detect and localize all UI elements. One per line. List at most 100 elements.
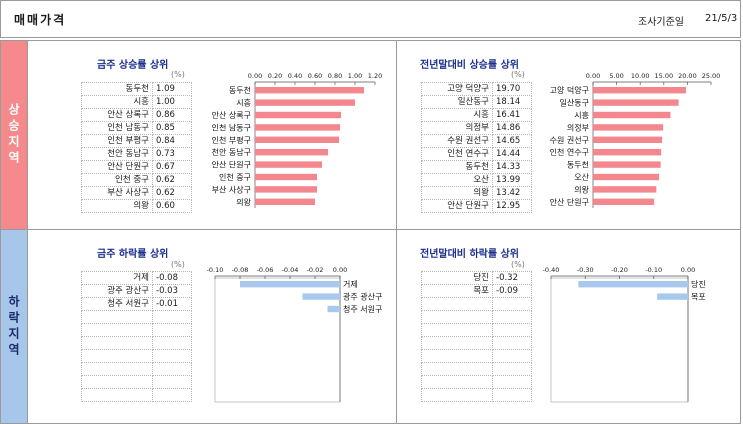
- empty-cell: [421, 336, 493, 350]
- category-label: 시흥: [236, 98, 251, 108]
- bar: [593, 124, 664, 131]
- category-label: 의왕: [574, 184, 589, 194]
- table-row: 인천 부평구 0.84: [81, 134, 192, 148]
- category-label: 동두천: [229, 85, 251, 95]
- tick-label: -0.06: [257, 266, 274, 274]
- region-value: 12.95: [492, 199, 532, 213]
- category-label: 부산 사상구: [212, 184, 251, 194]
- yoy-rise-title: 전년말대비 상승률 상위: [420, 60, 519, 71]
- region-value: -0.09: [492, 284, 532, 298]
- category-label: 인천 중구: [219, 172, 251, 182]
- region-value: 1.09: [152, 82, 192, 96]
- table-row: [421, 349, 532, 363]
- empty-cell: [421, 362, 493, 376]
- table-row: 고양 덕양구 19.70: [421, 82, 532, 96]
- table-row: 인천 중구 0.62: [81, 173, 192, 187]
- region-value: 0.85: [152, 121, 192, 135]
- empty-cell: [421, 388, 493, 402]
- table-row: [81, 310, 192, 324]
- table-row: [81, 362, 192, 376]
- table-row: 시흥 1.00: [81, 95, 192, 109]
- region-value: 18.14: [492, 95, 532, 109]
- bar: [578, 281, 688, 288]
- table-row: 수원 권선구 14.65: [421, 134, 532, 148]
- table-row: 안산 단원구 0.67: [81, 160, 192, 174]
- region-value: 16.41: [492, 108, 532, 122]
- tick-label: -0.20: [611, 266, 628, 274]
- region-name: 동두천: [81, 82, 153, 96]
- category-label: 당진: [691, 279, 706, 289]
- tick-label: 15.00: [654, 72, 673, 80]
- tick-label: 25.00: [702, 72, 721, 80]
- table-row: [421, 388, 532, 402]
- empty-cell: [492, 310, 532, 324]
- table-row: [81, 336, 192, 350]
- bar: [255, 136, 339, 143]
- table-row: [421, 310, 532, 324]
- bar: [302, 293, 340, 300]
- empty-cell: [81, 336, 153, 350]
- region-name: 의정부: [421, 121, 493, 135]
- empty-cell: [152, 362, 192, 376]
- rising-region-text: 상승지역: [6, 103, 21, 167]
- survey-date-label: 조사기준일: [638, 17, 684, 28]
- table-row: 천안 동남구 0.73: [81, 147, 192, 161]
- region-value: -0.32: [492, 271, 532, 285]
- empty-cell: [421, 323, 493, 337]
- region-name: 오산: [421, 173, 493, 187]
- region-value: -0.03: [152, 284, 192, 298]
- bar: [255, 124, 340, 131]
- bar: [255, 99, 355, 106]
- weekly-fall-title: 금주 하락률 상위: [97, 249, 169, 260]
- bar: [593, 99, 679, 106]
- tick-label: 0.40: [288, 72, 302, 80]
- category-label: 안산 단원구: [550, 197, 589, 207]
- region-name: 인천 연수구: [421, 147, 493, 161]
- falling-region-label: 하락지역: [1, 230, 27, 423]
- yoy-fall-table: 당진 -0.32 목포 -0.09: [421, 271, 532, 402]
- category-label: 천안 동남구: [212, 147, 251, 157]
- region-value: -0.08: [152, 271, 192, 285]
- table-row: [81, 375, 192, 389]
- falling-region-text: 하락지역: [6, 294, 21, 359]
- table-row: 부산 사상구 0.62: [81, 186, 192, 200]
- bar: [593, 161, 661, 168]
- region-name: 인천 부평구: [81, 134, 153, 148]
- region-value: 0.67: [152, 160, 192, 174]
- category-label: 인천 연수구: [550, 147, 589, 157]
- region-name: 목포: [421, 284, 493, 298]
- table-row: 목포 -0.09: [421, 284, 532, 298]
- empty-cell: [421, 375, 493, 389]
- region-value: 14.65: [492, 134, 532, 148]
- rising-region-label: 상승지역: [1, 41, 27, 229]
- table-row: 일산동구 18.14: [421, 95, 532, 109]
- yoy-fall-title: 전년말대비 하락률 상위: [420, 249, 519, 260]
- region-name: 천안 동남구: [81, 147, 153, 161]
- tick-label: 0.00: [333, 266, 347, 274]
- region-name: 시흥: [421, 108, 493, 122]
- bar: [593, 136, 663, 143]
- region-name: 의왕: [421, 186, 493, 200]
- table-row: [421, 362, 532, 376]
- bar: [255, 111, 341, 119]
- tick-label: 0.60: [308, 72, 322, 80]
- region-value: 0.73: [152, 147, 192, 161]
- weekly-rise-table: 동두천 1.09 시흥 1.00 안산 상록구 0.86 인천 남동구 0.85 인천 부평구 0…: [81, 82, 192, 213]
- empty-cell: [152, 323, 192, 337]
- bar: [327, 305, 340, 313]
- survey-date: 21/5/3: [705, 13, 738, 24]
- region-value: 0.86: [152, 108, 192, 122]
- empty-cell: [81, 310, 153, 324]
- table-row: 인천 연수구 14.44: [421, 147, 532, 161]
- region-name: 거제: [81, 271, 153, 285]
- bar: [593, 186, 657, 193]
- region-name: 동두천: [421, 160, 493, 174]
- bar: [593, 149, 662, 156]
- category-label: 광주 광산구: [343, 292, 382, 302]
- bar: [593, 198, 655, 205]
- region-value: 13.99: [492, 173, 532, 187]
- empty-cell: [421, 349, 493, 363]
- bar: [593, 173, 660, 181]
- region-value: 1.00: [152, 95, 192, 109]
